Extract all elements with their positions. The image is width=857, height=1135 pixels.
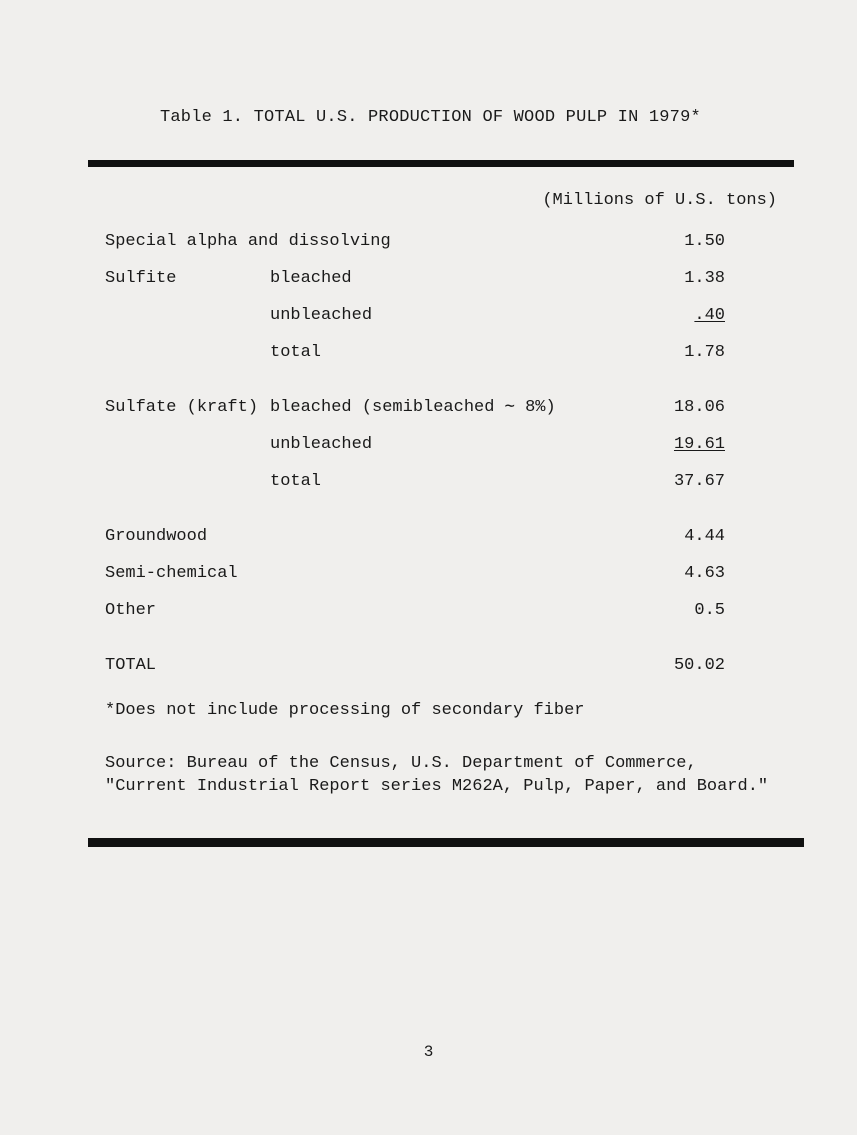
table-row: Sulfate (kraft) bleached (semibleached ∼… xyxy=(105,399,785,416)
table-row: total 37.67 xyxy=(105,473,785,490)
row-value: 4.44 xyxy=(580,528,785,545)
footnote: *Does not include processing of secondar… xyxy=(105,702,785,719)
row-sublabel: total xyxy=(270,473,580,490)
row-sublabel: total xyxy=(270,344,580,361)
row-sublabel: unbleached xyxy=(270,307,580,324)
row-value: 1.38 xyxy=(580,270,785,287)
row-value: 50.02 xyxy=(580,657,785,674)
table-title: Table 1. TOTAL U.S. PRODUCTION OF WOOD P… xyxy=(160,108,701,127)
page-number: 3 xyxy=(0,1043,857,1061)
table-content: (Millions of U.S. tons) Special alpha an… xyxy=(105,192,785,799)
column-header: (Millions of U.S. tons) xyxy=(535,192,785,209)
bottom-rule xyxy=(88,838,804,847)
table-row: Sulfite bleached 1.38 xyxy=(105,270,785,287)
row-label: Other xyxy=(105,602,580,619)
table-row: Other 0.5 xyxy=(105,602,785,619)
column-header-row: (Millions of U.S. tons) xyxy=(105,192,785,209)
underlined-value: .40 xyxy=(694,306,725,325)
document-page: Table 1. TOTAL U.S. PRODUCTION OF WOOD P… xyxy=(0,0,857,1135)
top-rule xyxy=(88,160,794,167)
row-label: Groundwood xyxy=(105,528,580,545)
row-label: TOTAL xyxy=(105,657,580,674)
row-sublabel: unbleached xyxy=(270,436,580,453)
group-gap xyxy=(105,639,785,657)
row-value: .40 xyxy=(580,307,785,324)
row-label: Semi-chemical xyxy=(105,565,580,582)
row-sublabel: bleached (semibleached ∼ 8%) xyxy=(270,399,580,416)
table-row: Groundwood 4.44 xyxy=(105,528,785,545)
header-spacer xyxy=(105,192,535,209)
row-value: 4.63 xyxy=(580,565,785,582)
table-row: Special alpha and dissolving 1.50 xyxy=(105,233,785,250)
row-value: 37.67 xyxy=(580,473,785,490)
source-citation: Source: Bureau of the Census, U.S. Depar… xyxy=(105,753,775,799)
table-row: unbleached .40 xyxy=(105,307,785,324)
row-sublabel: bleached xyxy=(270,270,580,287)
row-category: Sulfite xyxy=(105,270,270,287)
row-value: 1.50 xyxy=(580,233,785,250)
table-row: total 1.78 xyxy=(105,344,785,361)
row-value: 18.06 xyxy=(580,399,785,416)
table-row: unbleached 19.61 xyxy=(105,436,785,453)
table-row-total: TOTAL 50.02 xyxy=(105,657,785,674)
row-category: Sulfate (kraft) xyxy=(105,399,270,416)
row-value: 1.78 xyxy=(580,344,785,361)
underlined-value: 19.61 xyxy=(674,435,725,454)
row-value: 0.5 xyxy=(580,602,785,619)
group-gap xyxy=(105,510,785,528)
row-label: Special alpha and dissolving xyxy=(105,233,580,250)
table-row: Semi-chemical 4.63 xyxy=(105,565,785,582)
group-gap xyxy=(105,381,785,399)
row-value: 19.61 xyxy=(580,436,785,453)
